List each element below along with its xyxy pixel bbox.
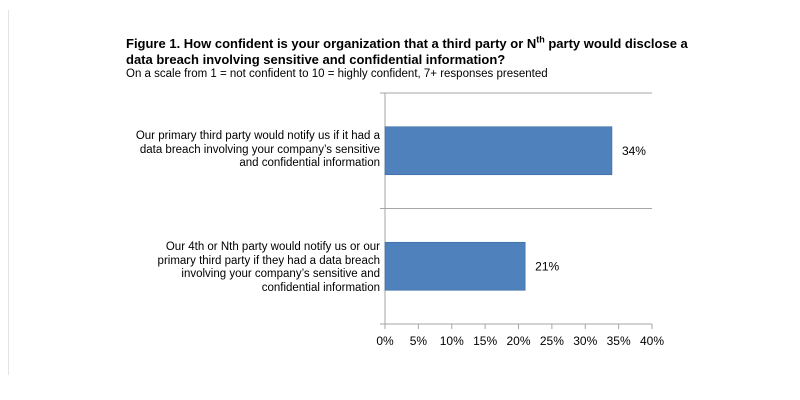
chart-title-superscript: th (536, 34, 545, 45)
x-tick-label: 5% (410, 334, 428, 348)
bar-value-label: 21% (535, 259, 559, 273)
x-tick-label: 40% (640, 334, 664, 348)
x-tick-label: 0% (376, 334, 394, 348)
chart-title: Figure 1. How confident is your organiza… (126, 34, 706, 67)
chart-title-suffix: party would disclose a data breach invol… (126, 36, 688, 67)
category-label-nth-party: Our 4th or Nth party would notify us or … (157, 241, 380, 295)
chart-subtitle: On a scale from 1 = not confident to 10 … (126, 68, 548, 80)
category-label-primary-third-party: Our primary third party would notify us … (135, 130, 380, 170)
x-tick-label: 10% (440, 334, 464, 348)
page-margin-rule (8, 10, 9, 375)
x-tick-label: 30% (573, 334, 597, 348)
bar (384, 126, 613, 176)
chart-title-prefix: Figure 1. How confident is your organiza… (126, 36, 537, 51)
x-tick-label: 20% (506, 334, 530, 348)
x-tick-label: 15% (473, 334, 497, 348)
x-tick-label: 35% (607, 334, 631, 348)
bar (384, 241, 526, 291)
bar-value-label: 34% (622, 144, 646, 158)
x-tick-label: 25% (540, 334, 564, 348)
